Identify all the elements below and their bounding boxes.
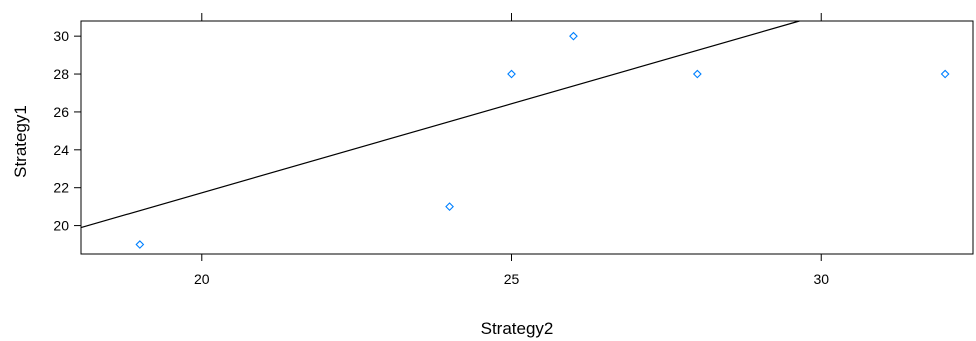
fit-line-group [80,20,800,229]
x-axis-bottom: 20 25 30 [194,254,829,287]
data-point [507,69,516,79]
y-axis: 20 22 24 26 28 30 [53,28,81,234]
regression-line [80,20,800,229]
points-group [135,31,950,249]
y-tick-label: 22 [53,180,69,196]
data-point [569,31,578,41]
data-point [940,69,950,79]
y-tick-label: 30 [53,28,69,44]
plot-frame [80,20,974,255]
x-tick-label: 25 [504,271,520,287]
x-axis-top [201,13,822,21]
x-tick-label: 30 [813,271,829,287]
y-tick-label: 28 [53,66,69,82]
x-axis-label: Strategy2 [481,319,554,338]
y-tick-label: 20 [53,218,69,234]
data-point [445,202,454,212]
y-tick-label: 26 [53,104,69,120]
y-tick-label: 24 [53,142,69,158]
y-axis-label: Strategy1 [11,105,30,178]
x-tick-label: 20 [194,271,210,287]
data-point [135,240,145,249]
data-point [692,69,702,79]
